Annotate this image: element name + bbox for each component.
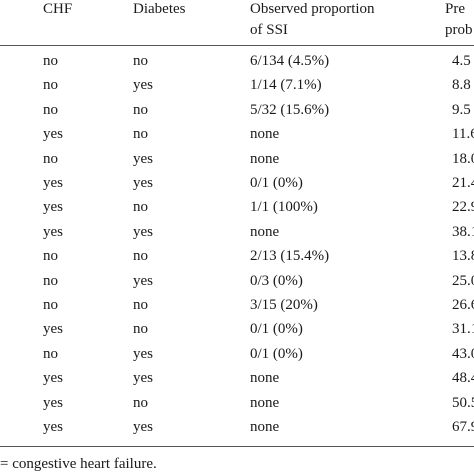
cell-observed: 1/14 (7.1%) [250,77,322,94]
header-predicted-sub: prob [445,22,473,38]
cell-chf: yes [43,126,63,143]
table-header: CHF Diabetes Observed proportion of SSI … [0,0,474,44]
cell-diabetes: no [133,199,148,216]
cell-predicted: 38.1 [452,223,474,240]
cell-chf: yes [43,199,63,216]
cell-observed: 6/134 (4.5%) [250,53,330,69]
cell-predicted: 13.8 [452,248,474,265]
cell-predicted: 43.0 [452,345,474,362]
cell-predicted: 31.1 [452,321,474,338]
header-diabetes: Diabetes [133,1,186,17]
cell-diabetes: no [133,321,148,338]
cell-observed: 0/3 (0%) [250,272,303,289]
table-row: yes yes none 67.9 [0,416,474,439]
header-observed: Observed proportion [250,1,375,17]
cell-chf: no [43,248,58,265]
cell-observed: none [250,394,280,411]
cell-chf: yes [43,175,63,191]
cell-observed: 1/1 (100%) [250,199,318,216]
table-row: yes no none 11.6 [0,123,474,146]
table-row: yes yes none 38.1 [0,221,474,244]
cell-observed: 0/1 (0%) [250,345,303,362]
cell-chf: no [43,150,58,167]
table-row: yes yes 0/1 (0%) 21.4 [0,172,474,195]
cell-chf: no [43,53,58,69]
table-row: no yes 0/3 (0%) 25.0 [0,270,474,293]
cell-diabetes: yes [133,419,153,435]
cell-predicted: 8.8 [452,77,471,94]
cell-chf: yes [43,223,63,240]
cell-diabetes: no [133,101,148,118]
cell-diabetes: no [133,394,148,411]
cell-diabetes: yes [133,272,153,289]
cell-chf: no [43,272,58,289]
table-footnote: = congestive heart failure. [0,456,157,472]
cell-predicted: 50.5 [452,394,474,411]
cell-diabetes: yes [133,77,153,94]
table-row: yes no 1/1 (100%) 22.9 [0,196,474,219]
cell-chf: no [43,101,58,118]
cell-observed: 5/32 (15.6%) [250,101,330,118]
table-row: no no 2/13 (15.4%) 13.8 [0,245,474,268]
footer-rule [0,446,474,447]
cell-diabetes: no [133,297,148,313]
table-row: yes no none 50.5 [0,392,474,415]
cell-chf: yes [43,321,63,338]
cell-predicted: 48.4 [452,370,474,387]
cell-predicted: 67.9 [452,419,474,435]
cell-observed: none [250,223,280,240]
cell-chf: yes [43,394,63,411]
cell-observed: none [250,126,280,143]
cell-observed: none [250,370,280,387]
cell-predicted: 22.9 [452,199,474,216]
table-row: no no 5/32 (15.6%) 9.5 [0,99,474,122]
table-row: yes yes none 48.4 [0,367,474,390]
cell-diabetes: no [133,126,148,143]
table-row: no no 6/134 (4.5%) 4.5 [0,50,474,73]
cell-predicted: 18.0 [452,150,474,167]
cell-observed: none [250,150,280,167]
cell-chf: no [43,297,58,313]
table-row: no yes 0/1 (0%) 43.0 [0,343,474,366]
cell-chf: no [43,77,58,94]
table-row: yes no 0/1 (0%) 31.1 [0,318,474,341]
cell-observed: 3/15 (20%) [250,297,318,313]
cell-chf: yes [43,370,63,387]
cell-predicted: 25.0 [452,272,474,289]
cell-chf: no [43,345,58,362]
cell-predicted: 21.4 [452,175,474,191]
cell-diabetes: yes [133,175,153,191]
cell-diabetes: yes [133,345,153,362]
cell-diabetes: yes [133,223,153,240]
header-chf: CHF [43,1,73,17]
header-observed-sub: of SSI [250,22,288,38]
cell-diabetes: no [133,248,148,265]
cell-observed: none [250,419,280,435]
cell-chf: yes [43,419,63,435]
table-row: no no 3/15 (20%) 26.6 [0,294,474,317]
cell-diabetes: no [133,53,148,69]
cell-predicted: 4.5 [452,53,471,69]
table-row: no yes 1/14 (7.1%) 8.8 [0,74,474,97]
cell-diabetes: yes [133,370,153,387]
table-row: no yes none 18.0 [0,148,474,171]
header-rule [0,45,474,46]
cell-predicted: 26.6 [452,297,474,313]
cell-observed: 0/1 (0%) [250,321,303,338]
cell-observed: 2/13 (15.4%) [250,248,330,265]
header-predicted: Pre [445,1,465,17]
cell-predicted: 9.5 [452,101,471,118]
cell-observed: 0/1 (0%) [250,175,303,191]
cell-diabetes: yes [133,150,153,167]
cell-predicted: 11.6 [452,126,474,143]
